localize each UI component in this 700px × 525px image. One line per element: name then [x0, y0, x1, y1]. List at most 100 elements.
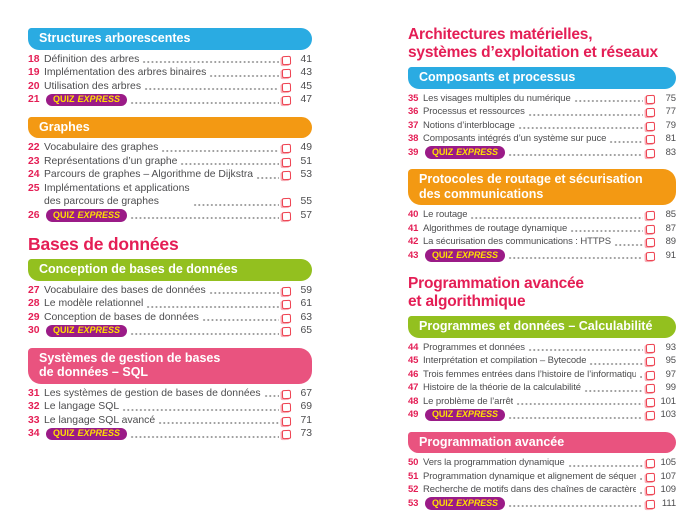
- entry-number: 22: [28, 142, 40, 153]
- checkbox-icon: [281, 157, 292, 167]
- entry-page-number: 53: [300, 169, 312, 180]
- section-header-label: Structures arborescentes: [39, 31, 191, 45]
- toc-entry: 33 Le langage SQL avancé 71: [28, 414, 312, 428]
- entry-page-number: 91: [665, 249, 676, 261]
- checkbox-icon: [645, 499, 656, 509]
- entries-list: 22 Vocabulaire des graphes 49 23 Représentat…: [28, 141, 312, 222]
- section-header-pill: Graphes: [28, 116, 312, 138]
- entries-list: 40 Le routage 85 41 Algorithmes de routage d…: [408, 208, 676, 262]
- entry-title: Histoire de la théorie de la calculabili…: [423, 382, 581, 393]
- entry-number: 50: [408, 457, 419, 468]
- entry-page-number: 83: [665, 146, 676, 158]
- express-label: EXPRESS: [77, 325, 121, 335]
- quiz-label: QUIZ: [432, 409, 454, 419]
- checkbox-icon: [645, 210, 656, 221]
- entry-page-number: 57: [300, 209, 312, 221]
- entry-page-number: 67: [300, 387, 312, 399]
- toc-entry: 49 QUIZ EXPRESS 103: [408, 408, 676, 422]
- quiz-label: QUIZ: [53, 325, 75, 335]
- entry-page-number: 111: [661, 497, 676, 509]
- toc-entry: 32 Le langage SQL 69: [28, 400, 312, 414]
- entry-page-number: 43: [300, 67, 312, 78]
- entry-page-number: 81: [665, 133, 676, 144]
- dotted-leader: [180, 163, 279, 165]
- entry-number: 49: [408, 409, 419, 420]
- checkbox-icon: [281, 68, 292, 79]
- entry-title: Représentations d’un graphe: [44, 155, 178, 167]
- quiz-label: QUIZ: [432, 497, 454, 508]
- section-header-label: Programmation avancée: [419, 434, 565, 449]
- entry-page-number: 105: [660, 457, 676, 468]
- toc-entry: 45 Interprétation et compilation – Byteco…: [408, 354, 676, 368]
- entry-number: 34: [28, 428, 40, 439]
- checkbox-icon: [645, 485, 656, 496]
- quiz-express-badge: QUIZ EXPRESS: [46, 93, 128, 106]
- checkbox-icon: [645, 472, 656, 482]
- entry-number: 24: [28, 169, 40, 180]
- toc-entry: 21 QUIZ EXPRESS 47: [28, 93, 312, 107]
- toc-entry: 38 Composants intégrés d’un système sur p…: [408, 132, 676, 146]
- entry-page-number: 103: [660, 409, 676, 420]
- quiz-label: QUIZ: [53, 94, 75, 104]
- entries-list: 44 Programmes et données 93 45 Interprétatio…: [408, 341, 676, 422]
- entry-number: 35: [408, 92, 419, 104]
- quiz-label: QUIZ: [53, 209, 75, 220]
- entry-page-number: 89: [665, 236, 676, 247]
- toc-entry: 51 Programmation dynamique et alignement …: [408, 470, 676, 484]
- express-label: EXPRESS: [456, 409, 498, 419]
- checkbox-icon: [281, 286, 292, 296]
- section-header-pill: Systèmes de gestion de bases de données …: [28, 347, 312, 384]
- quiz-express-badge: QUIZ EXPRESS: [46, 324, 128, 337]
- toc-entry: 18 Définition des arbres 41: [28, 53, 312, 67]
- quiz-express-badge: QUIZ EXPRESS: [425, 497, 505, 510]
- checkbox-icon: [281, 211, 292, 221]
- section-header-label: Graphes: [39, 119, 90, 134]
- entry-page-number: 97: [665, 368, 676, 380]
- dotted-leader: [507, 505, 643, 507]
- entry-number: 26: [28, 209, 40, 221]
- entry-title: Vocabulaire des graphes: [44, 142, 159, 153]
- checkbox-icon: [281, 143, 292, 154]
- express-label: EXPRESS: [456, 249, 498, 260]
- toc-entry: 28 Le modèle relationnel 61: [28, 297, 312, 311]
- checkbox-icon: [281, 197, 292, 208]
- entry-page-number: 79: [665, 119, 676, 131]
- checkbox-icon: [281, 402, 292, 413]
- checkbox-icon: [645, 251, 656, 261]
- entries-list: 31 Les systèmes de gestion de bases de do…: [28, 387, 312, 441]
- toc-entry: 37 Notions d’interblocage 79: [408, 119, 676, 133]
- section-header-label: Conception de bases de données: [39, 262, 238, 276]
- toc-entry: 53 QUIZ EXPRESS 111: [408, 497, 676, 511]
- entry-page-number: 85: [665, 209, 676, 220]
- entry-title: Programmation dynamique et alignement de…: [423, 470, 637, 482]
- entry-number: 38: [408, 133, 419, 144]
- checkbox-icon: [645, 224, 656, 234]
- entry-title: Processus et ressources: [423, 106, 525, 117]
- dotted-leader: [142, 61, 279, 63]
- entry-title: Implémentations et applications des parc…: [44, 182, 190, 208]
- dotted-leader: [570, 230, 643, 232]
- entries-list: 18 Définition des arbres 41 19 Implémentatio…: [28, 53, 312, 107]
- entry-page-number: 45: [300, 80, 312, 92]
- toc-entry: 36 Processus et ressources 77: [408, 105, 676, 119]
- dotted-leader: [201, 319, 279, 321]
- entry-title: Utilisation des arbres: [44, 80, 142, 92]
- entry-number: 53: [408, 497, 419, 509]
- checkbox-icon: [645, 134, 656, 145]
- dotted-leader: [527, 113, 643, 116]
- dotted-leader: [507, 154, 643, 156]
- entry-page-number: 95: [665, 355, 676, 366]
- entry-page-number: 55: [300, 196, 312, 207]
- entry-page-number: 71: [300, 414, 312, 426]
- entry-number: 44: [408, 341, 419, 353]
- entry-title: Les visages multiples du numérique: [423, 92, 571, 104]
- toc-entry: 50 Vers la programmation dynamique 105: [408, 456, 676, 470]
- quiz-express-badge: QUIZ EXPRESS: [46, 427, 128, 440]
- entries-list: 50 Vers la programmation dynamique 105 51 Pr…: [408, 456, 676, 510]
- entry-number: 30: [28, 325, 40, 336]
- checkbox-icon: [645, 383, 656, 394]
- checkbox-icon: [645, 356, 656, 367]
- dotted-leader: [144, 88, 279, 90]
- toc-entry: 43 QUIZ EXPRESS 91: [408, 249, 676, 263]
- toc-entry: 41 Algorithmes de routage dynamique 87: [408, 222, 676, 236]
